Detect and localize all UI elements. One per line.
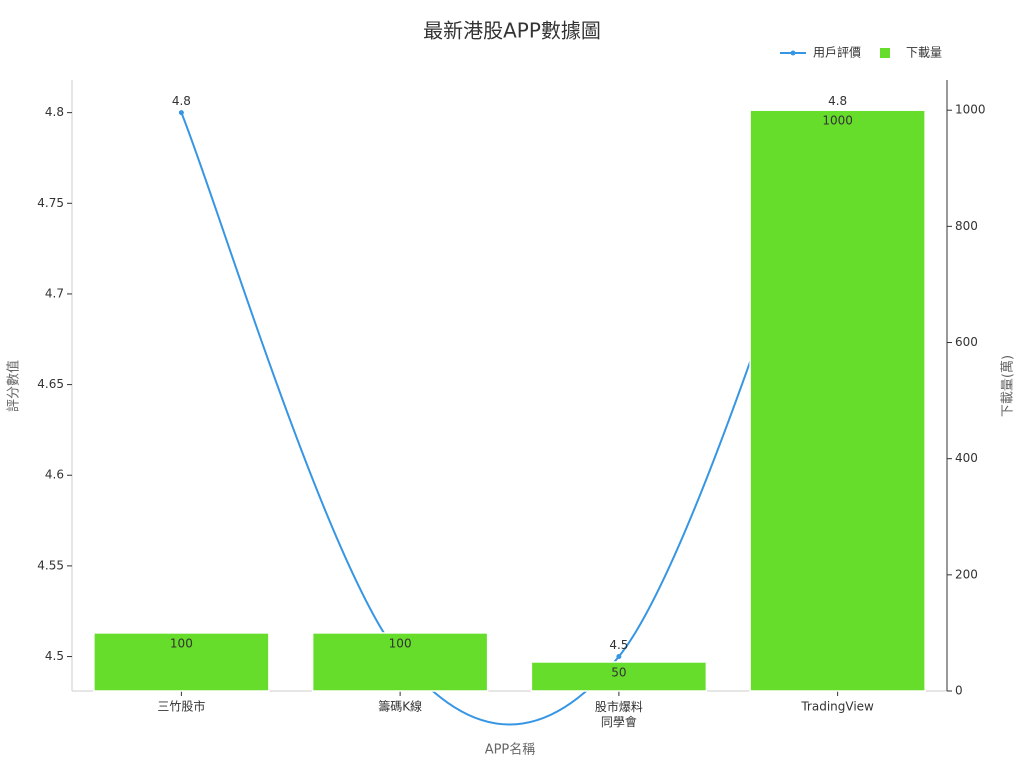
y-tick-label: 4.6 <box>45 468 64 482</box>
legend-label: 用戶評價 <box>813 45 861 60</box>
x-tick-label: 股市爆料同學會 <box>595 699 643 729</box>
download-bar <box>93 632 270 692</box>
y2-tick-label: 800 <box>955 219 978 233</box>
y2-tick-label: 400 <box>955 451 978 465</box>
rating-label: 4.8 <box>172 94 191 108</box>
download-label: 1000 <box>822 114 853 128</box>
x-tick-label: TradingView <box>800 700 874 714</box>
y-tick-label: 4.65 <box>37 377 64 391</box>
y2-tick-label: 200 <box>955 567 978 581</box>
y2-tick-label: 0 <box>955 684 963 698</box>
y-tick-label: 4.55 <box>37 558 64 572</box>
rating-point <box>178 110 184 116</box>
y-tick-label: 4.5 <box>45 649 64 663</box>
download-label: 50 <box>611 665 626 679</box>
download-label: 100 <box>389 636 412 650</box>
rating-point <box>616 654 622 660</box>
download-bar <box>311 632 489 692</box>
y-tick-label: 4.75 <box>37 196 64 210</box>
legend-swatch <box>880 48 890 58</box>
y-tick-label: 4.8 <box>45 105 64 119</box>
y2-tick-label: 1000 <box>955 103 986 117</box>
download-bar <box>749 109 926 692</box>
rating-line <box>180 112 839 726</box>
y-axis-title: 評分數值 <box>6 360 22 412</box>
y2-axis-title: 下載量(萬) <box>1001 355 1016 417</box>
chart-title: 最新港股APP數據圖 <box>423 19 601 43</box>
download-label: 100 <box>170 636 193 650</box>
y-tick-label: 4.7 <box>45 286 64 300</box>
x-axis-title: APP名稱 <box>485 742 536 758</box>
x-tick-label: 三竹股市 <box>157 699 205 714</box>
download-bar <box>530 661 708 692</box>
legend-label: 下載量 <box>906 46 942 60</box>
legend-marker <box>790 50 796 56</box>
rating-label: 4.5 <box>609 638 628 652</box>
rating-label: 4.8 <box>828 94 847 108</box>
x-tick-label: 籌碼K線 <box>378 699 422 714</box>
y2-tick-label: 600 <box>955 335 978 349</box>
